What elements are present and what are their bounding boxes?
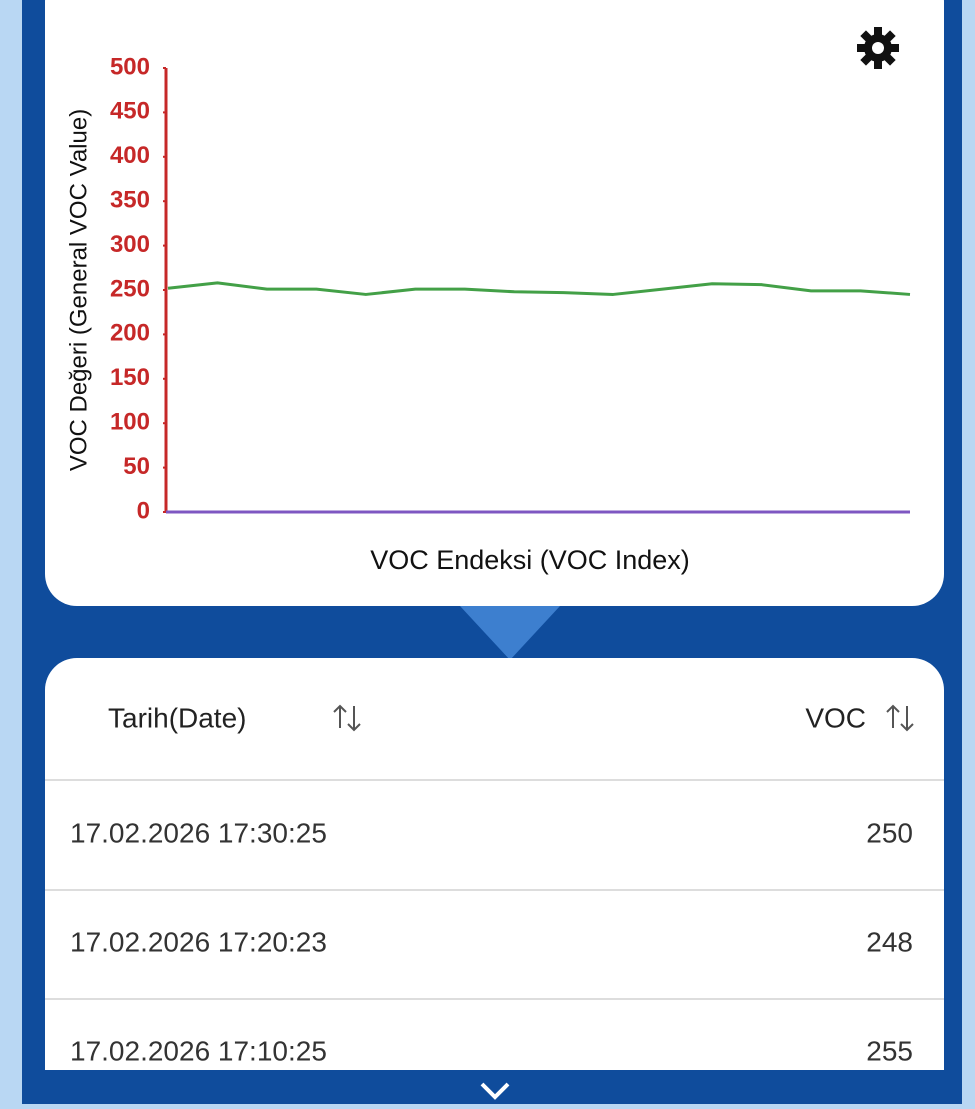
y-tick-label: 50 xyxy=(123,453,150,480)
expand-icon[interactable] xyxy=(480,1082,510,1100)
y-tick-label: 450 xyxy=(110,98,150,125)
table-card: Tarih(Date) VOC 17.02.2026 17:30:25 25017… xyxy=(45,658,944,1070)
cell-date: 17.02.2026 17:20:23 xyxy=(70,926,327,957)
pointer xyxy=(460,606,560,660)
header-date[interactable]: Tarih(Date) xyxy=(108,702,246,733)
y-tick-label: 0 xyxy=(137,497,150,524)
y-tick-label: 150 xyxy=(110,364,150,391)
chart: 0 50 100 150 200 250 300 350 400 450 500 xyxy=(110,53,911,524)
y-tick-label: 350 xyxy=(110,187,150,214)
cell-date: 17.02.2026 17:10:25 xyxy=(70,1035,327,1066)
y-tick-label: 200 xyxy=(110,320,150,347)
y-tick-label: 100 xyxy=(110,409,150,436)
table-bg xyxy=(45,658,944,1070)
chart-card xyxy=(45,0,944,606)
y-tick-label: 400 xyxy=(110,142,150,169)
settings-icon[interactable] xyxy=(857,27,899,69)
y-tick-label: 500 xyxy=(110,53,150,80)
y-tick-label: 300 xyxy=(110,231,150,258)
y-tick-label: 250 xyxy=(110,275,150,302)
table-rows: 17.02.2026 17:30:25 250 17.02.2026 17:20:2… xyxy=(45,817,944,1066)
sort-icon[interactable] xyxy=(333,704,914,732)
cell-date: 17.02.2026 17:30:25 xyxy=(70,817,327,848)
data-line xyxy=(167,281,911,296)
y-axis-label: VOC Değeri (General VOC Value) xyxy=(65,109,92,471)
cell-voc: 248 xyxy=(866,926,913,957)
x-axis-label: VOC Endeksi (VOC Index) xyxy=(370,545,690,575)
cell-voc: 255 xyxy=(866,1035,913,1066)
header-voc[interactable]: VOC xyxy=(805,702,866,733)
cell-voc: 250 xyxy=(866,817,913,848)
